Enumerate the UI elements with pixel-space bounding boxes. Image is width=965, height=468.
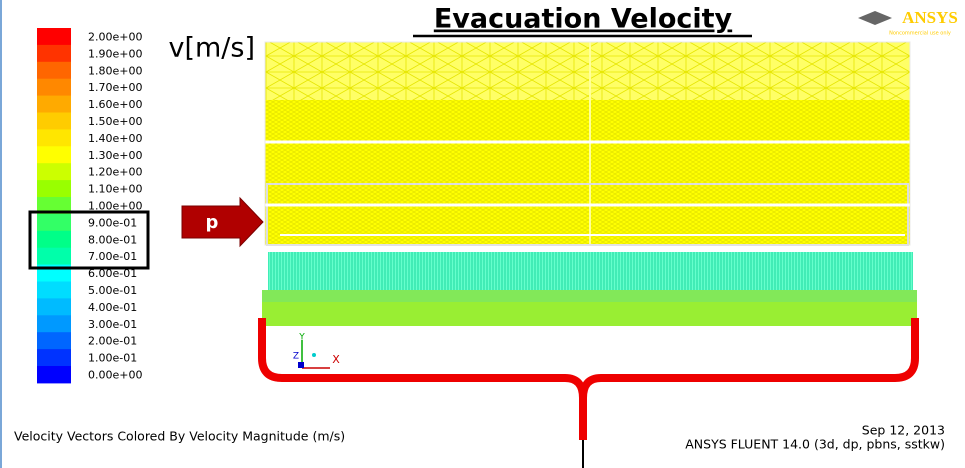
footer-description: Velocity Vectors Colored By Velocity Mag… [14,429,345,444]
colorbar-label: 9.00e-01 [88,216,137,229]
title: Evacuation Velocity [434,4,733,35]
axis-dot [312,353,316,357]
colorbar-swatch [37,366,71,383]
colorbar-label: 1.60e+00 [88,98,142,111]
colorbar-swatch [37,113,71,130]
colorbar-swatch [37,129,71,146]
colorbar-label: 1.10e+00 [88,183,142,196]
colorbar-label: 4.00e-01 [88,301,137,314]
colorbar-label: 8.00e-01 [88,233,137,246]
colorbar-label: 1.30e+00 [88,149,142,162]
colorbar-swatch [37,231,71,248]
colorbar-swatch [37,79,71,96]
colorbar-label: 1.50e+00 [88,115,142,128]
footer-version: ANSYS FLUENT 14.0 (3d, dp, pbns, sstkw) [685,437,945,452]
colorbar-label: 5.00e-01 [88,284,137,297]
colorbar-label: 0.00e+00 [88,368,142,381]
colorbar-swatch [37,45,71,62]
colorbar-label: 1.40e+00 [88,132,142,145]
colorbar-swatch [37,62,71,79]
vectors-upper [268,252,913,292]
colorbar-swatch [37,349,71,366]
axis-y-label: Y [298,333,305,343]
colorbar-swatch [37,163,71,180]
colorbar-swatch [37,282,71,299]
fluent-window: 2.00e+00 1.90e+00 1.80e+00 1.70e+00 1.60e+00… [0,0,965,468]
axis-x-label: X [332,353,340,366]
colorbar-label: 3.00e-01 [88,318,137,331]
mesh-lower [265,142,910,245]
logo-note: Noncommercial use only [889,31,951,37]
colorbar-swatch [37,315,71,332]
colorbar-swatch [37,146,71,163]
colorbar-label: 1.90e+00 [88,47,142,60]
colorbar-swatch [37,332,71,349]
colorbar-swatch [37,96,71,113]
axis-z-label: Z [293,352,299,362]
colorbar-label: 7.00e-01 [88,250,137,263]
colorbar-swatch [37,214,71,231]
colorbar-label: 2.00e-01 [88,335,137,348]
colorbar-label: 1.20e+00 [88,166,142,179]
colorbar-label: 1.00e-01 [88,352,137,365]
colorbar-swatch [37,28,71,45]
vectors-blend [262,290,917,302]
colorbar-label: 1.70e+00 [88,81,142,94]
colorbar-swatch [37,180,71,197]
colorbar-label: 1.80e+00 [88,64,142,77]
colorbar: 2.00e+00 1.90e+00 1.80e+00 1.70e+00 1.60e+00… [37,28,142,383]
unit-label: v[m/s] [168,33,255,64]
colorbar-swatch [37,248,71,265]
arrow-label: p [206,212,219,233]
mesh-dense [265,100,910,142]
colorbar-swatch [37,298,71,315]
footer-date: Sep 12, 2013 [862,423,945,438]
colorbar-label: 2.00e+00 [88,30,142,43]
axis-z [298,362,304,368]
logo-name: ANSYS [902,8,958,27]
